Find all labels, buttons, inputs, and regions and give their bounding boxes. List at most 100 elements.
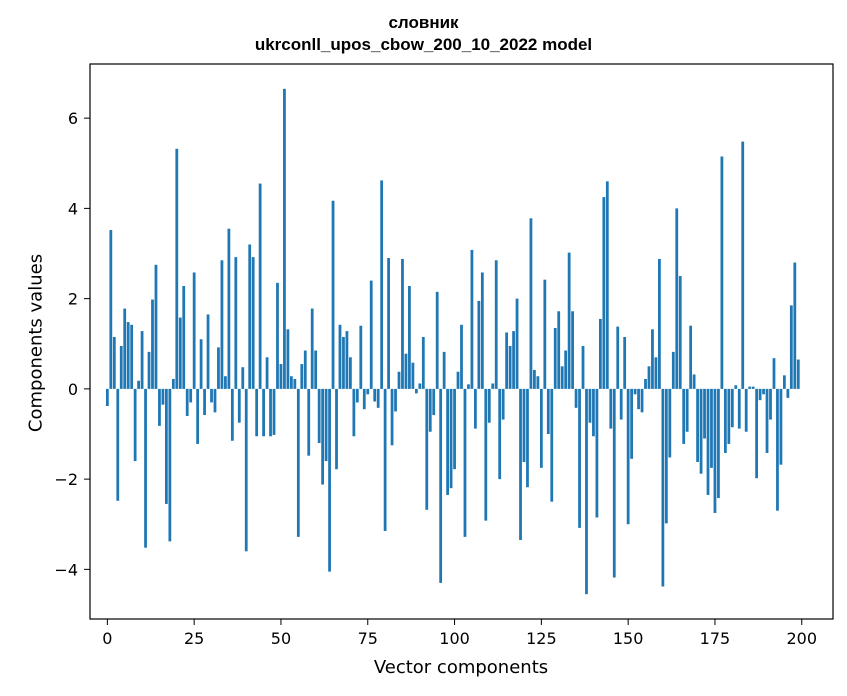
bar (595, 388, 599, 518)
bar (175, 148, 179, 389)
bar (182, 286, 186, 389)
bar (539, 388, 543, 468)
bar (276, 282, 279, 389)
bar (442, 351, 446, 389)
bar (224, 376, 227, 389)
bar (717, 388, 720, 499)
bar (244, 388, 248, 552)
bar (522, 388, 526, 462)
bar (283, 88, 286, 389)
bar (123, 308, 127, 389)
y-tick-label: 0 (68, 380, 78, 399)
bar (349, 357, 352, 389)
bar (737, 388, 741, 429)
bar (477, 300, 481, 389)
bar (741, 141, 745, 389)
x-tick-label: 50 (271, 629, 291, 648)
bar (623, 336, 627, 389)
bar (394, 388, 397, 412)
chart-title-line-2: ukrconll_upos_cbow_200_10_2022 model (254, 35, 593, 54)
bar (227, 228, 231, 389)
bar (130, 324, 134, 389)
bar (126, 322, 130, 389)
bar (498, 388, 502, 480)
bar (421, 336, 425, 389)
bar (425, 388, 429, 510)
bar (293, 378, 297, 389)
bar (435, 291, 439, 389)
bar (380, 180, 384, 389)
bar (220, 260, 224, 389)
bar (703, 388, 706, 439)
bar (164, 388, 168, 504)
bar (331, 200, 335, 389)
bar (418, 383, 422, 389)
bar (574, 388, 578, 408)
bar (637, 388, 640, 410)
bar (289, 376, 293, 389)
bar (383, 388, 387, 532)
y-tick-label: 4 (68, 199, 78, 218)
bar (401, 258, 404, 389)
bar (265, 357, 269, 389)
bar (414, 388, 418, 394)
bar (786, 388, 790, 398)
bar (533, 369, 536, 389)
bar (376, 388, 380, 408)
bar (237, 388, 241, 423)
bar (456, 371, 460, 389)
bar (105, 388, 109, 407)
bar (706, 388, 710, 495)
bar (567, 252, 571, 389)
bar (286, 329, 290, 389)
bar (720, 156, 724, 389)
bar (272, 388, 276, 435)
x-tick-label: 125 (526, 629, 557, 648)
bar (529, 218, 533, 389)
bar (501, 388, 505, 420)
bar (783, 375, 786, 389)
bar (751, 386, 755, 389)
bar (557, 311, 561, 389)
bar (269, 388, 272, 437)
bar (564, 350, 568, 389)
bar (296, 388, 300, 537)
bar-series (105, 88, 800, 595)
bar (213, 388, 217, 413)
bar (453, 388, 456, 470)
bar (713, 388, 717, 513)
bar (359, 325, 363, 389)
bar (248, 244, 252, 389)
bar (769, 388, 772, 420)
bar (793, 262, 797, 389)
bar (154, 264, 158, 389)
bar (255, 388, 259, 437)
bar (647, 366, 651, 389)
bar (317, 388, 321, 444)
bar (168, 388, 172, 542)
bar (387, 258, 390, 389)
bar (345, 331, 349, 389)
bar (553, 327, 557, 389)
y-tick-label: 2 (68, 290, 78, 309)
bar (484, 388, 488, 521)
bar (526, 388, 529, 488)
bar (411, 362, 415, 389)
bar (196, 388, 200, 444)
x-tick-label: 150 (613, 629, 644, 648)
bar (480, 272, 484, 389)
bar (328, 388, 331, 572)
bar (390, 388, 394, 446)
bar (692, 374, 696, 389)
y-tick-label: −4 (54, 560, 78, 579)
bar (696, 388, 699, 462)
bar (408, 286, 411, 389)
bar (710, 388, 713, 468)
bar (682, 388, 686, 444)
bar (241, 367, 245, 389)
bar (571, 311, 574, 389)
bar (796, 359, 800, 389)
bar (487, 388, 491, 423)
x-tick-label: 0 (102, 629, 112, 648)
bar (758, 388, 762, 401)
